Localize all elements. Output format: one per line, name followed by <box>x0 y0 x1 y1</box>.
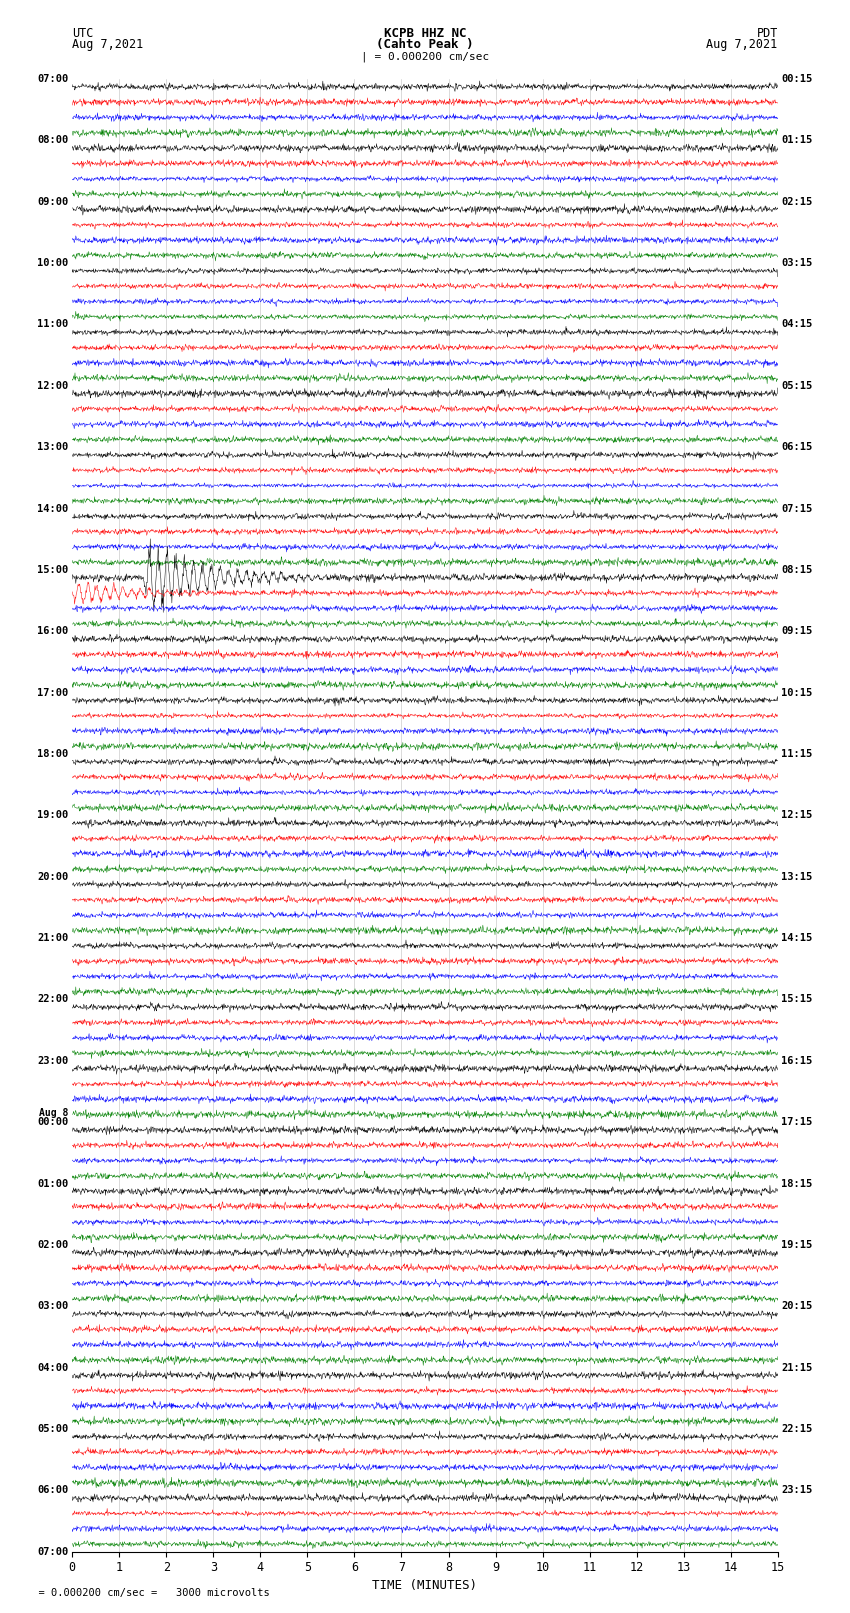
Text: 05:00: 05:00 <box>37 1424 69 1434</box>
Text: 16:15: 16:15 <box>781 1057 813 1066</box>
Text: 19:15: 19:15 <box>781 1240 813 1250</box>
Text: 21:15: 21:15 <box>781 1363 813 1373</box>
Text: 07:00: 07:00 <box>37 74 69 84</box>
Text: = 0.000200 cm/sec =   3000 microvolts: = 0.000200 cm/sec = 3000 microvolts <box>26 1589 269 1598</box>
Text: 23:15: 23:15 <box>781 1486 813 1495</box>
Text: 00:00: 00:00 <box>37 1118 69 1127</box>
Text: 16:00: 16:00 <box>37 626 69 636</box>
Text: Aug 7,2021: Aug 7,2021 <box>706 37 778 50</box>
Text: 00:15: 00:15 <box>781 74 813 84</box>
Text: 01:00: 01:00 <box>37 1179 69 1189</box>
Text: 18:00: 18:00 <box>37 748 69 760</box>
Text: 04:00: 04:00 <box>37 1363 69 1373</box>
Text: UTC: UTC <box>72 26 94 39</box>
Text: 21:00: 21:00 <box>37 932 69 944</box>
Text: 08:00: 08:00 <box>37 135 69 145</box>
Text: 22:15: 22:15 <box>781 1424 813 1434</box>
Text: 07:15: 07:15 <box>781 503 813 513</box>
Text: 13:00: 13:00 <box>37 442 69 452</box>
Text: 18:15: 18:15 <box>781 1179 813 1189</box>
Text: 17:00: 17:00 <box>37 687 69 698</box>
Text: Aug 7,2021: Aug 7,2021 <box>72 37 144 50</box>
Text: 02:15: 02:15 <box>781 197 813 206</box>
Text: 02:00: 02:00 <box>37 1240 69 1250</box>
Text: 17:15: 17:15 <box>781 1118 813 1127</box>
Text: (Cahto Peak ): (Cahto Peak ) <box>377 37 473 50</box>
Text: KCPB HHZ NC: KCPB HHZ NC <box>383 26 467 39</box>
Text: 12:00: 12:00 <box>37 381 69 390</box>
Text: 09:15: 09:15 <box>781 626 813 636</box>
Text: 14:00: 14:00 <box>37 503 69 513</box>
Text: 08:15: 08:15 <box>781 565 813 574</box>
Text: 07:00: 07:00 <box>37 1547 69 1557</box>
Text: 11:15: 11:15 <box>781 748 813 760</box>
Text: 04:15: 04:15 <box>781 319 813 329</box>
X-axis label: TIME (MINUTES): TIME (MINUTES) <box>372 1579 478 1592</box>
Text: 05:15: 05:15 <box>781 381 813 390</box>
Text: 10:15: 10:15 <box>781 687 813 698</box>
Text: 15:15: 15:15 <box>781 995 813 1005</box>
Text: 14:15: 14:15 <box>781 932 813 944</box>
Text: 11:00: 11:00 <box>37 319 69 329</box>
Text: 06:00: 06:00 <box>37 1486 69 1495</box>
Text: 22:00: 22:00 <box>37 995 69 1005</box>
Text: Aug 8: Aug 8 <box>39 1108 69 1118</box>
Text: 09:00: 09:00 <box>37 197 69 206</box>
Text: 19:00: 19:00 <box>37 810 69 821</box>
Text: | = 0.000200 cm/sec: | = 0.000200 cm/sec <box>361 52 489 63</box>
Text: PDT: PDT <box>756 26 778 39</box>
Text: 03:00: 03:00 <box>37 1302 69 1311</box>
Text: 03:15: 03:15 <box>781 258 813 268</box>
Text: 15:00: 15:00 <box>37 565 69 574</box>
Text: 06:15: 06:15 <box>781 442 813 452</box>
Text: 10:00: 10:00 <box>37 258 69 268</box>
Text: 23:00: 23:00 <box>37 1057 69 1066</box>
Text: 12:15: 12:15 <box>781 810 813 821</box>
Text: 13:15: 13:15 <box>781 871 813 882</box>
Text: 20:00: 20:00 <box>37 871 69 882</box>
Text: 01:15: 01:15 <box>781 135 813 145</box>
Text: 20:15: 20:15 <box>781 1302 813 1311</box>
